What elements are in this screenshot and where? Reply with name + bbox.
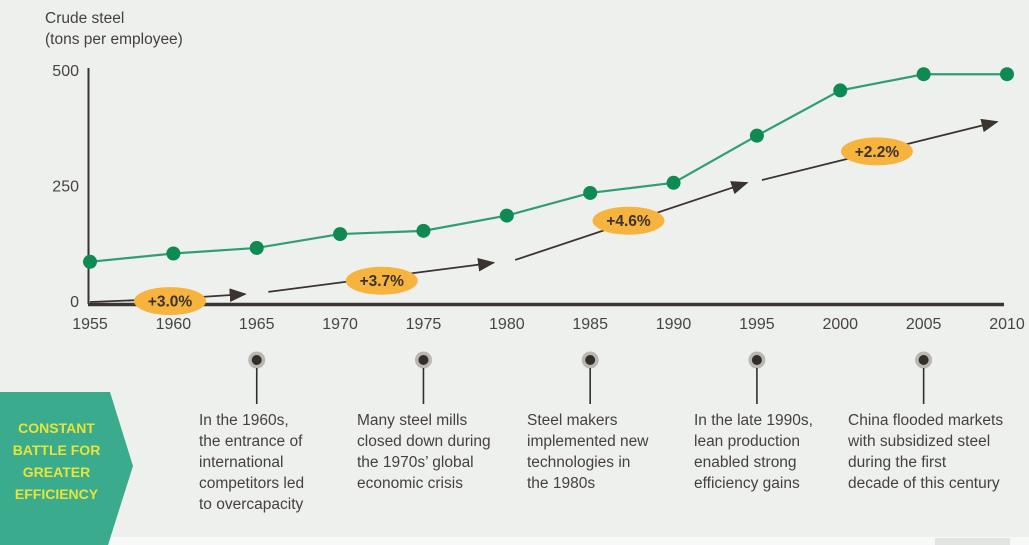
timeline-event-2000s: China flooded markets with subsidized st… <box>848 412 1004 492</box>
steel-series-point <box>499 208 514 223</box>
timeline-event-1970s: Many steel mills closed down during the … <box>357 412 491 492</box>
steel-series-point <box>833 83 848 98</box>
x-tick-label: 1960 <box>156 316 192 333</box>
x-tick-label: 1970 <box>322 316 358 333</box>
steel-series-point <box>333 227 348 242</box>
page-bottom-strip <box>110 537 1029 545</box>
x-tick-label: 1995 <box>739 316 775 333</box>
growth-label-text: +3.0% <box>148 294 193 311</box>
x-tick-label: 1985 <box>572 316 608 333</box>
steel-series-point <box>166 246 181 261</box>
growth-label-oval <box>345 266 418 295</box>
x-tick-label: 2010 <box>989 316 1025 333</box>
steel-series-point <box>416 223 431 238</box>
x-tick-label: 1980 <box>489 316 525 333</box>
steel-series-point <box>749 128 764 143</box>
x-tick-label: 2005 <box>906 316 942 333</box>
steel-series-point <box>1000 67 1014 82</box>
y-tick-label: 500 <box>52 63 79 80</box>
steel-series-point <box>583 185 598 200</box>
steel-series-point <box>249 240 264 255</box>
growth-label-oval <box>592 206 665 235</box>
timeline-marker-dot <box>585 355 596 365</box>
page-edge-artifact <box>935 538 1010 545</box>
x-tick-label: 1975 <box>406 316 442 333</box>
y-tick-label: 0 <box>70 294 79 311</box>
timeline-marker-dot <box>251 355 262 365</box>
x-tick-label: 1990 <box>656 316 692 333</box>
timeline-event-1960s: In the 1960s, the entrance of internatio… <box>199 412 305 513</box>
banner-ribbon <box>0 392 133 545</box>
chart-title: Crude steel (tons per employee) <box>45 10 183 48</box>
growth-label-text: +2.2% <box>855 144 900 161</box>
timeline-event-1990s: In the late 1990s, lean production enabl… <box>694 412 813 492</box>
steel-series-line <box>89 73 1007 263</box>
x-tick-label: 1965 <box>239 316 275 333</box>
timeline-marker-dot <box>918 355 929 365</box>
steel-series-point <box>83 254 97 269</box>
growth-label-text: +3.7% <box>360 273 405 290</box>
x-tick-label: 1955 <box>72 316 108 333</box>
timeline-event-1980s: Steel makers implemented new technologie… <box>527 412 649 492</box>
growth-label-oval <box>840 137 913 166</box>
y-tick-label: 250 <box>52 179 79 196</box>
timeline-marker-dot <box>751 355 762 365</box>
banner-title: CONSTANT BATTLE FOR GREATER EFFICIENCY <box>12 420 101 502</box>
growth-label-oval <box>134 287 207 316</box>
steel-series-point <box>916 67 931 82</box>
x-tick-label: 2000 <box>822 316 858 333</box>
timeline-marker-dot <box>418 355 429 365</box>
steel-series-point <box>666 175 681 190</box>
growth-label-text: +4.6% <box>606 213 651 230</box>
